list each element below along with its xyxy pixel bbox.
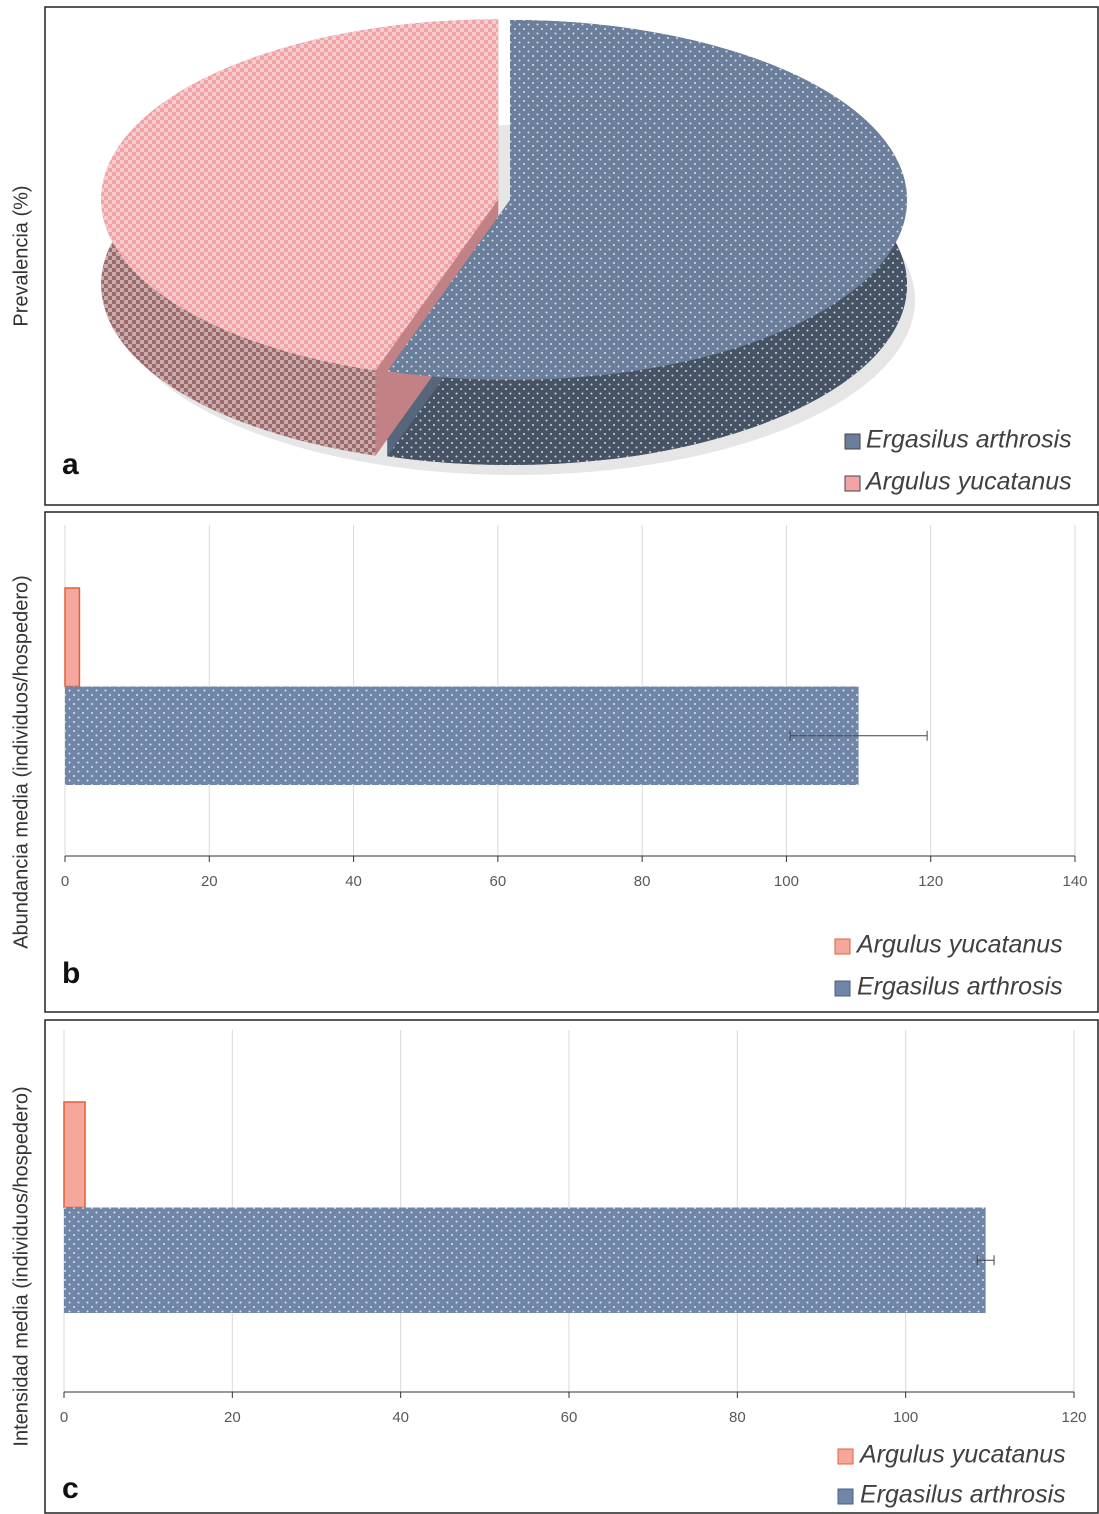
bar xyxy=(63,1101,86,1209)
legend-label: Ergasilus arthrosis xyxy=(866,426,1072,454)
legend-swatch xyxy=(834,980,851,997)
legend-swatch xyxy=(844,475,861,492)
panel-frame xyxy=(44,511,1099,1013)
legend-label: Argulus yucatanus xyxy=(864,468,1072,496)
x-tick-label: 100 xyxy=(774,873,799,890)
x-tick-label: 60 xyxy=(490,873,507,890)
x-tick-label: 80 xyxy=(634,873,651,890)
panel-frame xyxy=(44,1019,1099,1514)
x-tick-label: 0 xyxy=(61,873,69,890)
x-tick-label: 120 xyxy=(918,873,943,890)
legend-swatch xyxy=(844,433,861,450)
bar xyxy=(64,1207,986,1313)
x-tick-label: 0 xyxy=(60,1409,68,1426)
x-tick-label: 140 xyxy=(1062,873,1087,890)
x-tick-label: 40 xyxy=(392,1409,409,1426)
panel-label: a xyxy=(62,448,79,481)
bar xyxy=(64,587,81,688)
legend-label: Ergasilus arthrosis xyxy=(857,973,1063,1001)
x-tick-label: 120 xyxy=(1061,1409,1086,1426)
x-tick-label: 60 xyxy=(561,1409,578,1426)
legend-label: Ergasilus arthrosis xyxy=(860,1481,1066,1509)
y-axis-label: Abundancia media (individuos/hospedero) xyxy=(10,575,32,949)
x-tick-label: 40 xyxy=(345,873,362,890)
legend-label: Argulus yucatanus xyxy=(858,1441,1066,1469)
y-axis-label: Prevalencia (%) xyxy=(10,185,32,326)
legend-label: Argulus yucatanus xyxy=(855,931,1063,959)
panel-label: b xyxy=(62,957,80,990)
x-tick-label: 20 xyxy=(224,1409,241,1426)
panel-label: c xyxy=(62,1472,79,1505)
legend-swatch xyxy=(837,1448,854,1465)
bar xyxy=(65,686,859,785)
legend-swatch xyxy=(837,1488,854,1505)
y-axis-label: Intensidad media (individuos/hospedero) xyxy=(10,1086,32,1446)
x-tick-label: 20 xyxy=(201,873,218,890)
legend-swatch xyxy=(834,938,851,955)
x-tick-label: 100 xyxy=(893,1409,918,1426)
x-tick-label: 80 xyxy=(729,1409,746,1426)
panel-frame xyxy=(44,6,1099,506)
